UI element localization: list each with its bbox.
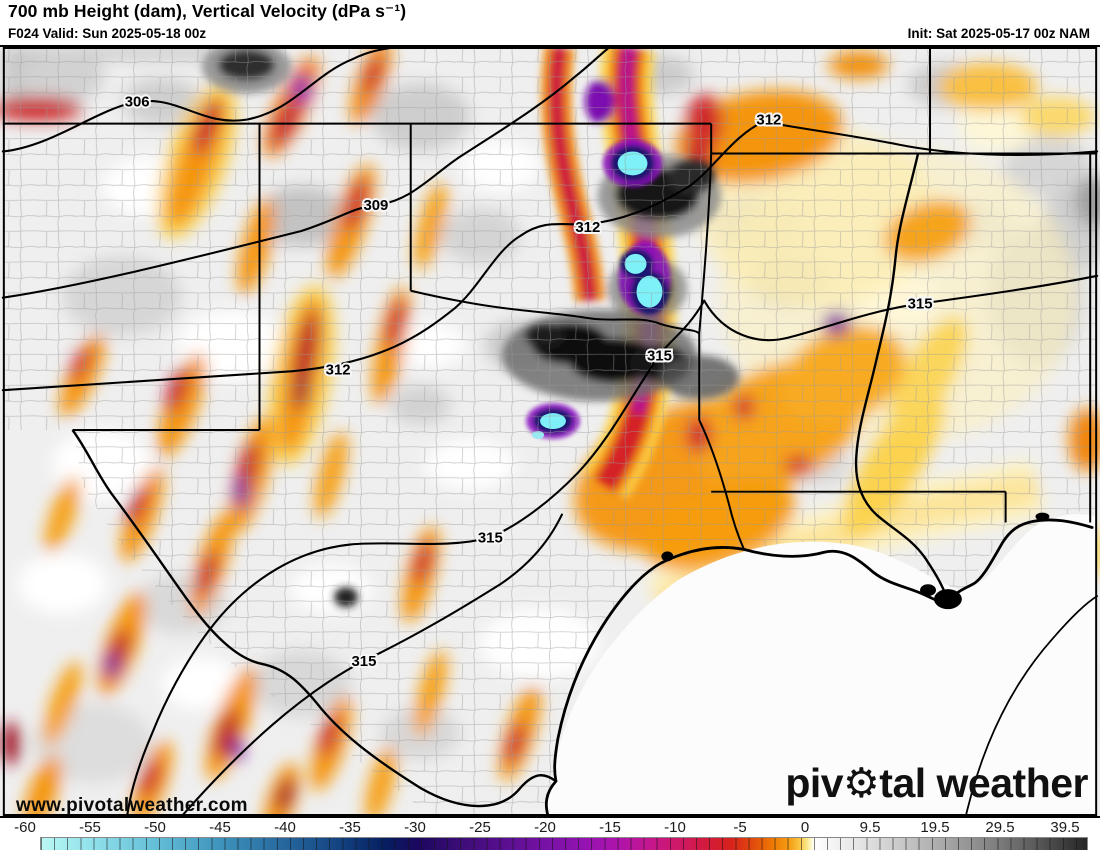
colorbar-tick: -45 <box>209 819 231 836</box>
height-contours <box>1 47 1099 816</box>
colorbar-tick: 19.5 <box>920 819 950 836</box>
colorbar-tick: -15 <box>599 819 621 836</box>
colorbar-tick: 9.5 <box>859 819 881 836</box>
contour-label: 312 <box>326 361 351 378</box>
contour-label: 315 <box>478 529 503 546</box>
state-borders <box>2 47 1098 808</box>
colorbar-tick: -30 <box>404 819 426 836</box>
page-title: 700 mb Height (dam), Vertical Velocity (… <box>8 1 407 21</box>
colorbar-tick: -55 <box>79 819 101 836</box>
watermark: www.pivotalweather.com <box>16 795 248 816</box>
delta-and-bays <box>661 512 1050 610</box>
colorbar: -60 -55 -50 -45 -40 -35 -30 -25 -20 -15 -10 -5 0 9.5 1… <box>0 818 1100 850</box>
pivotal-weather-logo: piv⚙tal weather <box>785 760 1088 806</box>
colorbar-tick: -20 <box>534 819 556 836</box>
colorbar-tick: 29.5 <box>985 819 1015 836</box>
mississippi-river <box>854 153 948 597</box>
contour-label: 306 <box>125 94 150 111</box>
contour-label: 315 <box>647 347 672 364</box>
colorbar-cell-borders <box>41 838 1087 850</box>
colorbar-tick-labels: -60 -55 -50 -45 -40 -35 -30 -25 -20 -15 -10 -5 0 9.5 1… <box>0 819 1100 836</box>
contour-label: 309 <box>363 197 388 214</box>
map-frame <box>2 47 1098 816</box>
init-time-label: Init: Sat 2025-05-17 00z NAM <box>907 26 1090 41</box>
contour-label: 315 <box>908 296 933 313</box>
contour-label: 312 <box>756 112 781 129</box>
colorbar-tick: -35 <box>339 819 361 836</box>
weather-map: 306 309 312 312 312 315 315 315 315 <box>0 47 1100 816</box>
contour-label: 315 <box>352 653 377 670</box>
colorbar-tick: -40 <box>274 819 296 836</box>
colorbar-gradient <box>40 837 1088 850</box>
valid-time-label: F024 Valid: Sun 2025-05-18 00z <box>8 26 207 41</box>
colorbar-tick: -50 <box>144 819 166 836</box>
header: 700 mb Height (dam), Vertical Velocity (… <box>0 0 1100 45</box>
rio-grande-border <box>71 429 557 808</box>
colorbar-tick: 39.5 <box>1050 819 1080 836</box>
gulf-of-mexico <box>545 514 1098 816</box>
map-area: 306 309 312 312 312 315 315 315 315 <box>0 45 1100 818</box>
colorbar-tick: -25 <box>469 819 491 836</box>
contour-labels: 306 309 312 312 312 315 315 315 315 <box>123 92 935 672</box>
colorbar-tick: -10 <box>664 819 686 836</box>
contour-label: 312 <box>575 219 600 236</box>
colorbar-tick: 0 <box>800 819 810 836</box>
colorbar-tick: -60 <box>14 819 36 836</box>
colorbar-tick: -5 <box>733 819 747 836</box>
